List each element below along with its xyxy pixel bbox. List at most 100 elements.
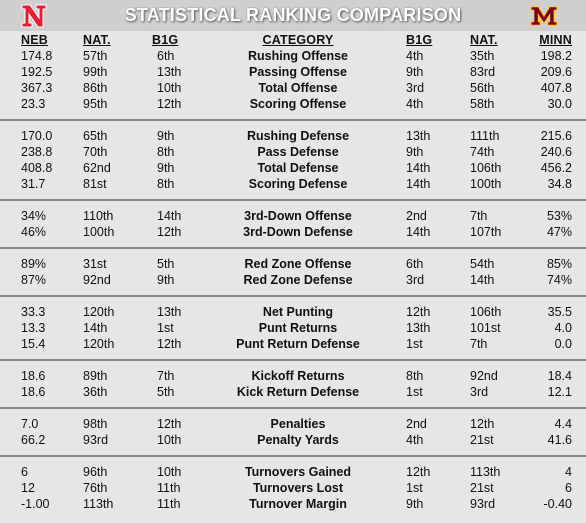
table-row: 408.8 62nd 9th Total Defense 14th 106th 456.2 [0, 161, 586, 177]
table-row: 46% 100th 12th 3rd-Down Defense 14th 107th 47% [0, 225, 586, 241]
group-divider [0, 455, 586, 457]
neb-b1g-rank: 10th [157, 433, 182, 447]
category-label: Total Offense [258, 81, 338, 95]
table-row: 12 76th 11th Turnovers Lost 1st 21st 6 [0, 481, 586, 497]
minn-value: 34.8 [547, 177, 572, 191]
category-label: Kickoff Returns [251, 369, 345, 383]
minn-b1g-rank: 4th [406, 97, 424, 111]
minn-value: 0.0 [554, 337, 572, 351]
header-neb: NEB [21, 33, 48, 47]
minn-b1g-rank: 1st [406, 385, 423, 399]
neb-b1g-rank: 11th [157, 481, 181, 495]
neb-value: 23.3 [21, 97, 46, 111]
minn-b1g-rank: 3rd [406, 273, 425, 287]
neb-nat-rank: 99th [83, 65, 108, 79]
minn-nat-rank: 106th [470, 161, 502, 175]
table-row: 6 96th 10th Turnovers Gained 12th 113th 4 [0, 465, 586, 481]
table-row: 174.8 57th 6th Rushing Offense 4th 35th 198.2 [0, 49, 586, 65]
neb-value: 87% [21, 273, 47, 287]
table-row: 238.8 70th 8th Pass Defense 9th 74th 240.6 [0, 145, 586, 161]
header-category: CATEGORY [262, 33, 334, 47]
neb-nat-rank: 93rd [83, 433, 109, 447]
neb-b1g-rank: 5th [157, 385, 175, 399]
minn-value: 74% [546, 273, 572, 287]
neb-value: 408.8 [21, 161, 53, 175]
category-label: 3rd-Down Defense [243, 225, 353, 239]
neb-b1g-rank: 13th [157, 65, 182, 79]
category-label: Penalty Yards [257, 433, 339, 447]
neb-nat-rank: 89th [83, 369, 108, 383]
neb-value: 7.0 [21, 417, 39, 431]
minn-value: 4.4 [554, 417, 572, 431]
category-label: Turnovers Lost [252, 481, 344, 495]
neb-b1g-rank: 10th [157, 465, 182, 479]
neb-value: 192.5 [21, 65, 53, 79]
neb-nat-rank: 86th [83, 81, 108, 95]
category-label: Total Defense [257, 161, 339, 175]
minn-nat-rank: 35th [470, 49, 495, 63]
minn-b1g-rank: 14th [406, 177, 431, 191]
neb-nat-rank: 110th [83, 209, 114, 223]
minn-b1g-rank: 12th [406, 305, 431, 319]
table-row: 23.3 95th 12th Scoring Offense 4th 58th 30.0 [0, 97, 586, 113]
minn-value: 12.1 [547, 385, 572, 399]
minn-nat-rank: 74th [470, 145, 495, 159]
table-row: 18.6 89th 7th Kickoff Returns 8th 92nd 18.4 [0, 369, 586, 385]
neb-value: 238.8 [21, 145, 53, 159]
minn-value: 35.5 [547, 305, 572, 319]
category-label: 3rd-Down Offense [244, 209, 352, 223]
neb-b1g-rank: 12th [157, 97, 182, 111]
neb-nat-rank: 36th [83, 385, 108, 399]
group-divider [0, 295, 586, 297]
neb-b1g-rank: 12th [157, 417, 182, 431]
table-row: 13.3 14th 1st Punt Returns 13th 101st 4.0 [0, 321, 586, 337]
minn-nat-rank: 14th [470, 273, 495, 287]
table-row: 170.0 65th 9th Rushing Defense 13th 111th 215.… [0, 129, 586, 145]
table-row: -1.00 113th 11th Turnover Margin 9th 93rd -0.4… [0, 497, 586, 513]
category-label: Red Zone Offense [244, 257, 352, 271]
group-divider [0, 407, 586, 409]
minn-value: 215.6 [540, 129, 572, 143]
minn-nat-rank: 7th [470, 337, 488, 351]
neb-b1g-rank: 13th [157, 305, 182, 319]
neb-nat-rank: 120th [83, 337, 115, 351]
neb-b1g-rank: 9th [157, 273, 175, 287]
minn-b1g-rank: 8th [406, 369, 424, 383]
neb-value: 170.0 [21, 129, 53, 143]
minn-value: 30.0 [547, 97, 572, 111]
minn-b1g-rank: 6th [406, 257, 424, 271]
category-label: Net Punting [262, 305, 334, 319]
table-row: 31.7 81st 8th Scoring Defense 14th 100th 34.8 [0, 177, 586, 193]
group-divider [0, 359, 586, 361]
minn-b1g-rank: 9th [406, 65, 424, 79]
category-label: Scoring Offense [249, 97, 347, 111]
nebraska-n-logo-icon [21, 4, 47, 28]
neb-b1g-rank: 12th [157, 337, 182, 351]
minn-nat-rank: 58th [470, 97, 495, 111]
minn-b1g-rank: 3rd [406, 81, 425, 95]
minn-value: 240.6 [540, 145, 572, 159]
minn-value: 4.0 [554, 321, 572, 335]
minn-b1g-rank: 9th [406, 497, 424, 511]
minn-nat-rank: 7th [470, 209, 488, 223]
neb-value: 174.8 [21, 49, 53, 63]
table-row: 18.6 36th 5th Kick Return Defense 1st 3rd 12.1 [0, 385, 586, 401]
minn-b1g-rank: 2nd [406, 417, 427, 431]
minn-b1g-rank: 1st [406, 481, 423, 495]
minn-nat-rank: 93rd [470, 497, 496, 511]
neb-nat-rank: 98th [83, 417, 108, 431]
minn-b1g-rank: 1st [406, 337, 423, 351]
neb-b1g-rank: 7th [157, 369, 175, 383]
neb-nat-rank: 120th [83, 305, 115, 319]
minn-b1g-rank: 12th [406, 465, 431, 479]
neb-nat-rank: 96th [83, 465, 108, 479]
minn-value: 4 [565, 465, 572, 479]
neb-b1g-rank: 12th [157, 225, 182, 239]
neb-b1g-rank: 9th [157, 129, 175, 143]
category-label: Rushing Defense [246, 129, 350, 143]
table-row: 33.3 120th 13th Net Punting 12th 106th 35.5 [0, 305, 586, 321]
minn-nat-rank: 83rd [470, 65, 496, 79]
neb-nat-rank: 31st [83, 257, 107, 271]
minn-value: 47% [546, 225, 572, 239]
minn-nat-rank: 113th [470, 465, 501, 479]
